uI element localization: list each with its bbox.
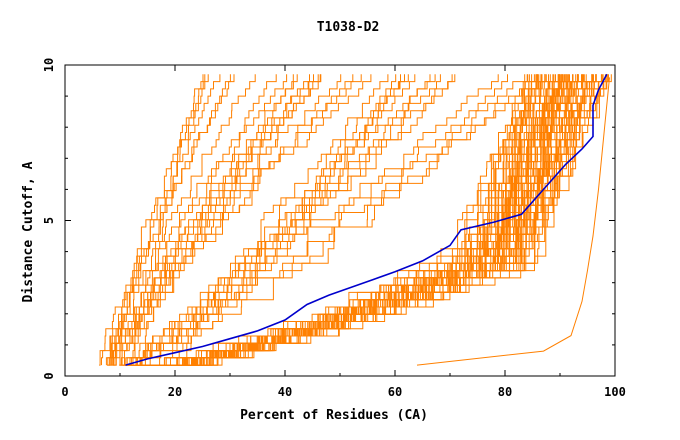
series-line — [164, 74, 582, 366]
x-tick-label: 40 — [278, 385, 292, 399]
series-line — [119, 74, 499, 366]
series-line — [132, 74, 389, 366]
chart-title: T1038-D2 — [317, 20, 380, 35]
series-line — [121, 74, 298, 366]
series-line — [158, 74, 528, 366]
x-tick-label: 60 — [388, 385, 402, 399]
series-line — [126, 74, 526, 366]
highlight-series-line — [125, 73, 608, 366]
series-line — [138, 74, 554, 366]
series-line — [138, 74, 593, 366]
y-tick-label: 5 — [42, 217, 56, 224]
series-line — [416, 77, 610, 366]
x-axis-label: Percent of Residues (CA) — [240, 408, 428, 423]
series-line — [112, 74, 362, 366]
series-line — [134, 74, 456, 366]
x-tick-label: 20 — [168, 385, 182, 399]
series-line — [123, 74, 547, 366]
x-tick-label: 0 — [61, 385, 68, 399]
series-line — [158, 74, 405, 366]
series-line — [132, 74, 206, 366]
y-axis-label: Distance Cutoff, A — [21, 161, 36, 302]
series-line — [130, 74, 319, 366]
series-line — [101, 74, 288, 366]
series-line — [99, 74, 235, 366]
series-line — [127, 74, 397, 366]
x-tick-label: 100 — [604, 385, 626, 399]
series-line — [150, 74, 538, 366]
series-line — [119, 74, 314, 366]
series-line — [113, 74, 277, 366]
x-axis: 0 20 40 60 80 100 — [61, 65, 626, 399]
series-line — [127, 74, 453, 366]
y-axis: 0 5 10 — [42, 58, 615, 380]
series-line — [158, 74, 401, 366]
series-line — [119, 74, 294, 366]
series-layer — [99, 73, 612, 366]
series-line — [129, 74, 546, 366]
series-line — [122, 74, 441, 366]
y-tick-label: 0 — [42, 372, 56, 379]
y-tick-label: 10 — [42, 58, 56, 72]
x-tick-label: 80 — [498, 385, 512, 399]
